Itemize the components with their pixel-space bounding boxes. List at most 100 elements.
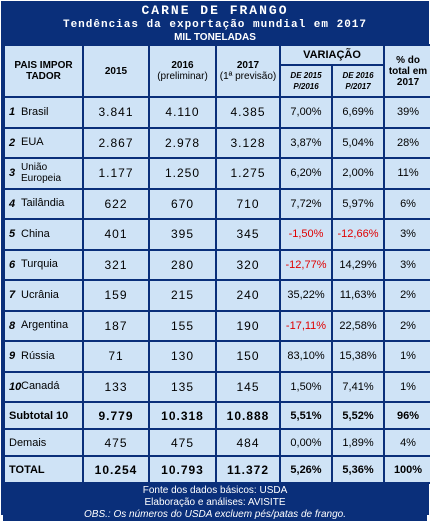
subtotal-2017: 10.888	[217, 403, 279, 428]
total-row: TOTAL 10.254 10.793 11.372 5,26% 5,36% 100%	[5, 457, 430, 482]
value-2017: 710	[217, 189, 279, 218]
table-row: 6 Turquia 321 280 320 -12,77% 14,29% 3%	[5, 250, 430, 279]
value-2016: 2.978	[150, 128, 215, 157]
value-2015: 401	[84, 220, 148, 249]
value-2017: 240	[217, 281, 279, 310]
variation-2015-2016: 35,22%	[281, 281, 331, 310]
value-2017: 1.275	[217, 159, 279, 188]
rank-number: 1	[9, 106, 16, 119]
table-footer: Fonte dos dados básicos: USDA Elaboração…	[3, 484, 427, 521]
country-name: União Europeia	[21, 162, 62, 185]
value-2016: 4.110	[150, 98, 215, 127]
col-2016-note: (preliminar)	[157, 71, 208, 82]
country-cell: 5 China	[5, 220, 82, 249]
subtotal-share: 96%	[385, 403, 430, 428]
unit-label: MIL TONELADAS	[174, 32, 256, 43]
rank-number: 7	[9, 289, 16, 302]
value-2015: 1.177	[84, 159, 148, 188]
country-name: Turquia	[21, 258, 58, 271]
country-cell: 3 União Europeia	[5, 159, 82, 188]
variation-2015-2016: 6,20%	[281, 159, 331, 188]
rank-number: 4	[9, 197, 16, 210]
country-cell: 7 Ucrânia	[5, 281, 82, 310]
variation-2016-2017: -12,66%	[333, 220, 384, 249]
footer-elaboration: Elaboração e análises: AVISITE	[144, 497, 286, 508]
value-2017: 190	[217, 311, 279, 340]
col-2017: 2017 (1ª previsão)	[217, 46, 279, 96]
col-var-2016-2017: DE 2016 P/2017	[333, 66, 384, 96]
value-2015: 3.841	[84, 98, 148, 127]
variation-2015-2016: 7,00%	[281, 98, 331, 127]
value-2015: 622	[84, 189, 148, 218]
subtotal-row: Subtotal 10 9.779 10.318 10.888 5,51% 5,52% 96…	[5, 403, 430, 428]
total-2017: 11.372	[217, 457, 279, 482]
others-row: Demais 475 475 484 0,00% 1,89% 4%	[5, 430, 430, 455]
others-variation-2016-2017: 1,89%	[333, 430, 384, 455]
col-2017-note: (1ª previsão)	[219, 71, 277, 82]
table-row: 3 União Europeia 1.177 1.250 1.275 6,20% 2,00%…	[5, 159, 430, 188]
variation-2016-2017: 5,97%	[333, 189, 384, 218]
col-2016: 2016 (preliminar)	[150, 46, 215, 96]
rank-number: 5	[9, 228, 16, 241]
value-2017: 320	[217, 250, 279, 279]
value-2017: 3.128	[217, 128, 279, 157]
variation-2016-2017: 2,00%	[333, 159, 384, 188]
table-row: 9 Rússia 71 130 150 83,10% 15,38% 1%	[5, 342, 430, 371]
table-row: 8 Argentina 187 155 190 -17,11% 22,58% 2%	[5, 311, 430, 340]
variation-2016-2017: 15,38%	[333, 342, 384, 371]
value-2016: 135	[150, 372, 215, 401]
total-variation-2016-2017: 5,36%	[333, 457, 384, 482]
col-2017-year: 2017	[236, 60, 260, 71]
table-row: 2 EUA 2.867 2.978 3.128 3,87% 5,04% 28%	[5, 128, 430, 157]
table-row: 1 Brasil 3.841 4.110 4.385 7,00% 6,69% 39%	[5, 98, 430, 127]
value-2015: 187	[84, 311, 148, 340]
others-2016: 475	[150, 430, 215, 455]
total-share: 100%	[385, 457, 430, 482]
share-2017: 28%	[385, 128, 430, 157]
col-country: PAIS IMPOR TADOR	[5, 46, 82, 96]
country-name: Brasil	[21, 105, 49, 118]
table-row: 5 China 401 395 345 -1,50% -12,66% 3%	[5, 220, 430, 249]
country-name: EUA	[21, 136, 44, 149]
header-subrow: DE 2015 P/2016 DE 2016 P/2017	[5, 66, 430, 96]
country-cell: 4 Tailândia	[5, 189, 82, 218]
share-2017: 3%	[385, 220, 430, 249]
value-2016: 670	[150, 189, 215, 218]
rank-number: 9	[9, 350, 16, 363]
others-variation-2015-2016: 0,00%	[281, 430, 331, 455]
share-2017: 39%	[385, 98, 430, 127]
col-2015: 2015	[84, 46, 148, 96]
others-2017: 484	[217, 430, 279, 455]
country-name: Rússia	[21, 349, 55, 362]
country-cell: 10Canadá	[5, 372, 82, 401]
variation-2016-2017: 6,69%	[333, 98, 384, 127]
export-table: PAIS IMPOR TADOR 2015 2016 (preliminar) …	[3, 44, 430, 484]
share-2017: 3%	[385, 250, 430, 279]
subtotal-variation-2016-2017: 5,52%	[333, 403, 384, 428]
value-2016: 280	[150, 250, 215, 279]
header-row: PAIS IMPOR TADOR 2015 2016 (preliminar) …	[5, 46, 430, 96]
share-2017: 1%	[385, 342, 430, 371]
variation-2015-2016: -12,77%	[281, 250, 331, 279]
page-title: CARNE DE FRANGO	[141, 3, 289, 18]
total-variation-2015-2016: 5,26%	[281, 457, 331, 482]
rank-number: 6	[9, 258, 16, 271]
country-name: Ucrânia	[21, 288, 59, 301]
share-2017: 1%	[385, 372, 430, 401]
country-cell: 1 Brasil	[5, 98, 82, 127]
table-header: CARNE DE FRANGO Tendências da exportação…	[3, 3, 427, 44]
value-2015: 2.867	[84, 128, 148, 157]
others-label: Demais	[5, 430, 82, 455]
variation-2015-2016: 7,72%	[281, 189, 331, 218]
rank-number: 2	[9, 136, 16, 149]
country-cell: 2 EUA	[5, 128, 82, 157]
page-subtitle: Tendências da exportação mundial em 2017	[62, 19, 368, 31]
subtotal-2016: 10.318	[150, 403, 215, 428]
variation-2015-2016: 1,50%	[281, 372, 331, 401]
rank-number: 3	[9, 167, 16, 180]
value-2015: 159	[84, 281, 148, 310]
country-cell: 8 Argentina	[5, 311, 82, 340]
variation-2016-2017: 22,58%	[333, 311, 384, 340]
variation-2016-2017: 11,63%	[333, 281, 384, 310]
